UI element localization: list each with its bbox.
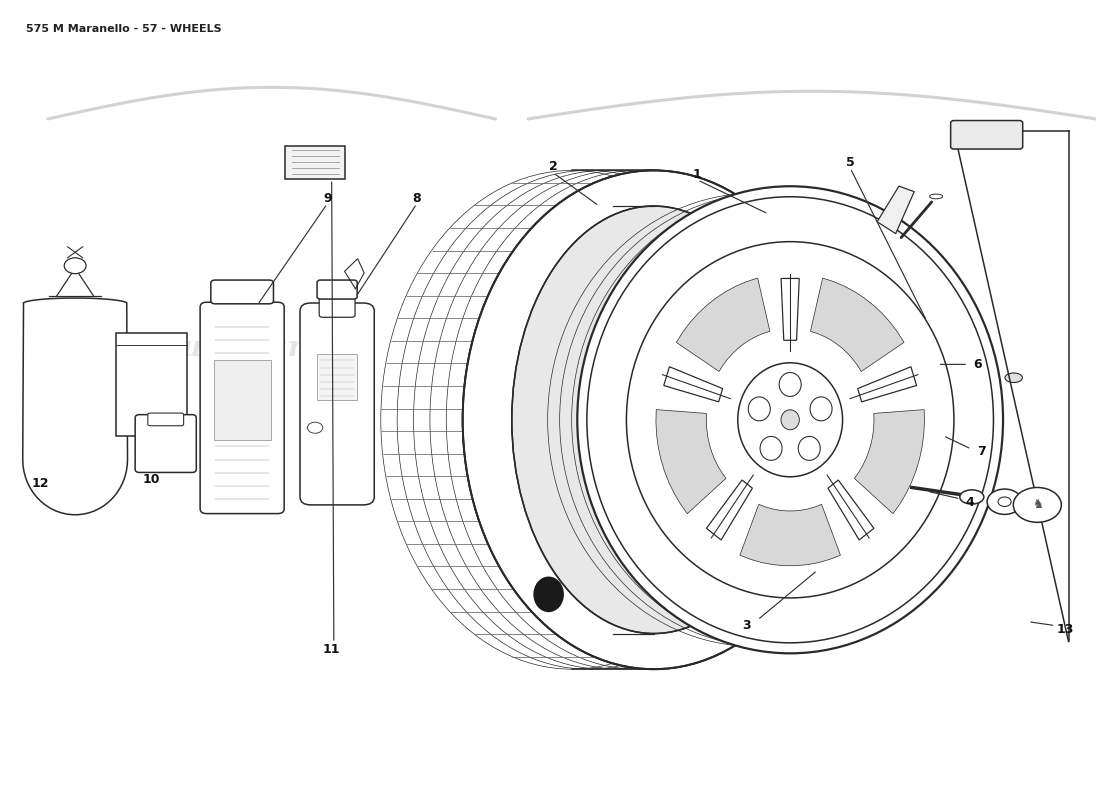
Circle shape	[64, 258, 86, 274]
Ellipse shape	[1005, 373, 1022, 382]
Text: 1: 1	[693, 168, 702, 181]
FancyBboxPatch shape	[147, 413, 184, 426]
Circle shape	[998, 497, 1011, 506]
Ellipse shape	[534, 577, 564, 612]
FancyBboxPatch shape	[135, 414, 196, 473]
Text: 5: 5	[846, 156, 855, 169]
Polygon shape	[828, 480, 873, 540]
Polygon shape	[858, 366, 916, 402]
Polygon shape	[855, 410, 924, 514]
Ellipse shape	[760, 437, 782, 460]
Text: eurospares: eurospares	[164, 335, 336, 362]
Text: eurospares: eurospares	[639, 268, 811, 294]
FancyBboxPatch shape	[300, 303, 374, 505]
Polygon shape	[740, 504, 840, 566]
Ellipse shape	[748, 397, 770, 421]
Text: 13: 13	[1057, 623, 1074, 636]
Circle shape	[308, 422, 322, 434]
FancyBboxPatch shape	[950, 121, 1023, 149]
Ellipse shape	[512, 206, 795, 634]
Text: 575 M Maranello - 57 - WHEELS: 575 M Maranello - 57 - WHEELS	[26, 24, 221, 34]
Polygon shape	[656, 410, 726, 514]
Polygon shape	[663, 366, 723, 402]
Text: 11: 11	[323, 643, 340, 656]
Ellipse shape	[781, 410, 800, 430]
Ellipse shape	[738, 362, 843, 477]
Text: 4: 4	[966, 497, 975, 510]
Ellipse shape	[463, 170, 845, 669]
Text: 7: 7	[977, 445, 986, 458]
FancyBboxPatch shape	[285, 146, 345, 179]
Ellipse shape	[578, 186, 1003, 654]
FancyBboxPatch shape	[200, 302, 284, 514]
FancyBboxPatch shape	[213, 361, 271, 439]
FancyBboxPatch shape	[317, 354, 358, 400]
Ellipse shape	[626, 242, 954, 598]
Text: ♞: ♞	[1032, 498, 1043, 511]
Polygon shape	[706, 480, 752, 540]
Text: 8: 8	[412, 192, 421, 205]
FancyBboxPatch shape	[211, 280, 274, 304]
Circle shape	[1013, 487, 1062, 522]
Ellipse shape	[779, 373, 801, 397]
Text: 10: 10	[143, 473, 161, 486]
FancyBboxPatch shape	[117, 333, 187, 436]
Text: 3: 3	[742, 619, 751, 632]
FancyBboxPatch shape	[317, 280, 358, 299]
Ellipse shape	[960, 490, 983, 504]
Text: 9: 9	[323, 192, 331, 205]
Ellipse shape	[799, 437, 821, 460]
Text: 6: 6	[974, 358, 982, 371]
Ellipse shape	[810, 397, 832, 421]
Polygon shape	[781, 278, 800, 340]
FancyBboxPatch shape	[319, 293, 355, 318]
Circle shape	[987, 489, 1022, 514]
Text: 2: 2	[549, 160, 558, 173]
Polygon shape	[877, 186, 914, 234]
Polygon shape	[23, 298, 128, 514]
Polygon shape	[811, 278, 904, 371]
Polygon shape	[676, 278, 770, 371]
Ellipse shape	[930, 194, 943, 198]
Text: 12: 12	[32, 477, 48, 490]
